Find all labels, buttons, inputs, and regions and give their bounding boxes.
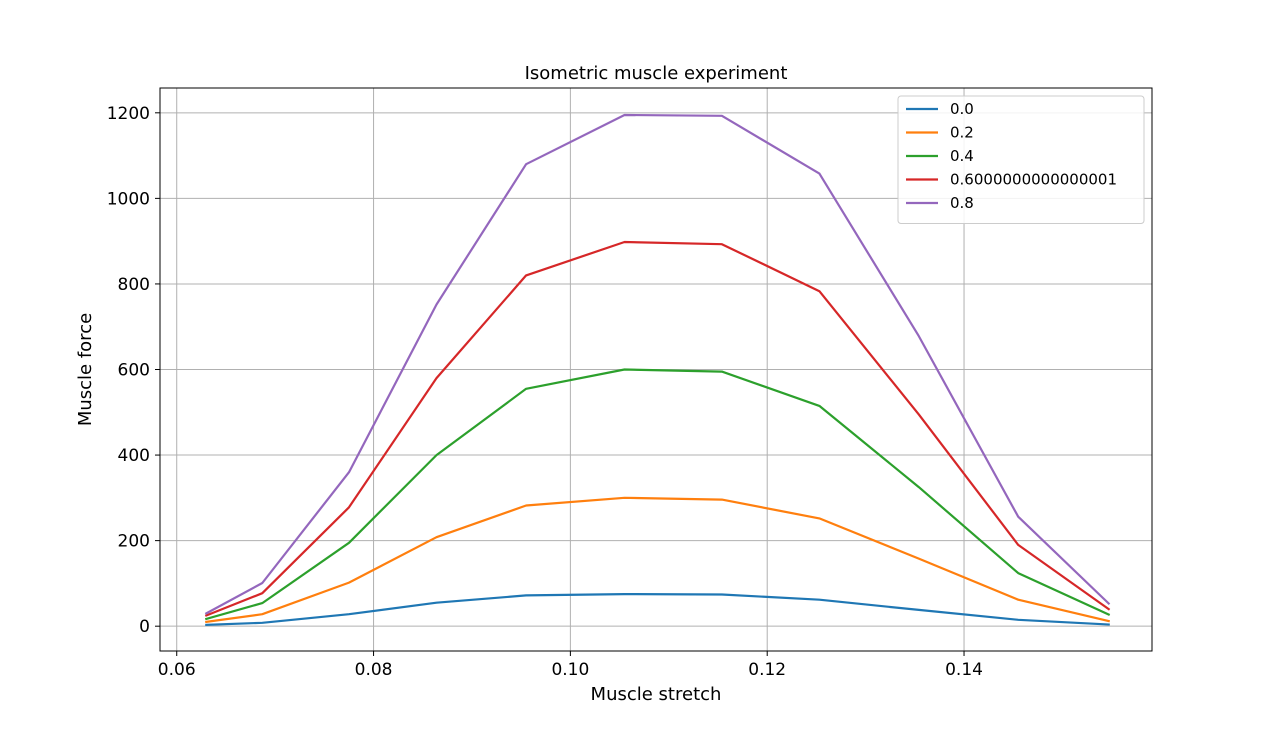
y-tick-label: 1200 [107,104,150,124]
y-tick-label: 800 [118,275,150,295]
y-tick-label: 0 [139,617,150,637]
y-tick-label: 1000 [107,189,150,209]
chart-title: Isometric muscle experiment [525,63,788,84]
y-axis-ticks: 0 200 400 600 800 1000 1200 [107,104,160,637]
legend-label: 0.2 [950,124,974,142]
legend-box [897,95,1145,224]
series-line-0 [205,592,1110,627]
series-line-1 [205,496,1111,624]
series-line-4 [204,113,1111,615]
x-axis-ticks: 0.06 0.08 0.10 0.12 0.14 [158,651,983,680]
legend-label: 0.6000000000000001 [950,171,1117,189]
x-axis-label: Muscle stretch [591,684,722,705]
x-tick-label: 0.08 [355,660,393,680]
series-lines [204,113,1111,627]
x-tick-label: 0.12 [748,660,786,680]
y-tick-label: 400 [118,446,150,466]
y-axis-label: Muscle force [75,313,96,426]
x-tick-label: 0.06 [158,660,196,680]
x-tick-label: 0.14 [945,660,983,680]
legend-label: 0.8 [950,194,974,212]
legend-label: 0.0 [950,100,974,118]
series-line-3 [204,240,1111,617]
x-tick-label: 0.10 [551,660,589,680]
y-tick-label: 600 [118,361,150,381]
legend-label: 0.4 [950,147,974,165]
series-line-2 [204,368,1111,621]
legend: 0.0 0.2 0.4 0.6000000000000001 0.8 [897,95,1145,224]
y-tick-label: 200 [118,532,150,552]
